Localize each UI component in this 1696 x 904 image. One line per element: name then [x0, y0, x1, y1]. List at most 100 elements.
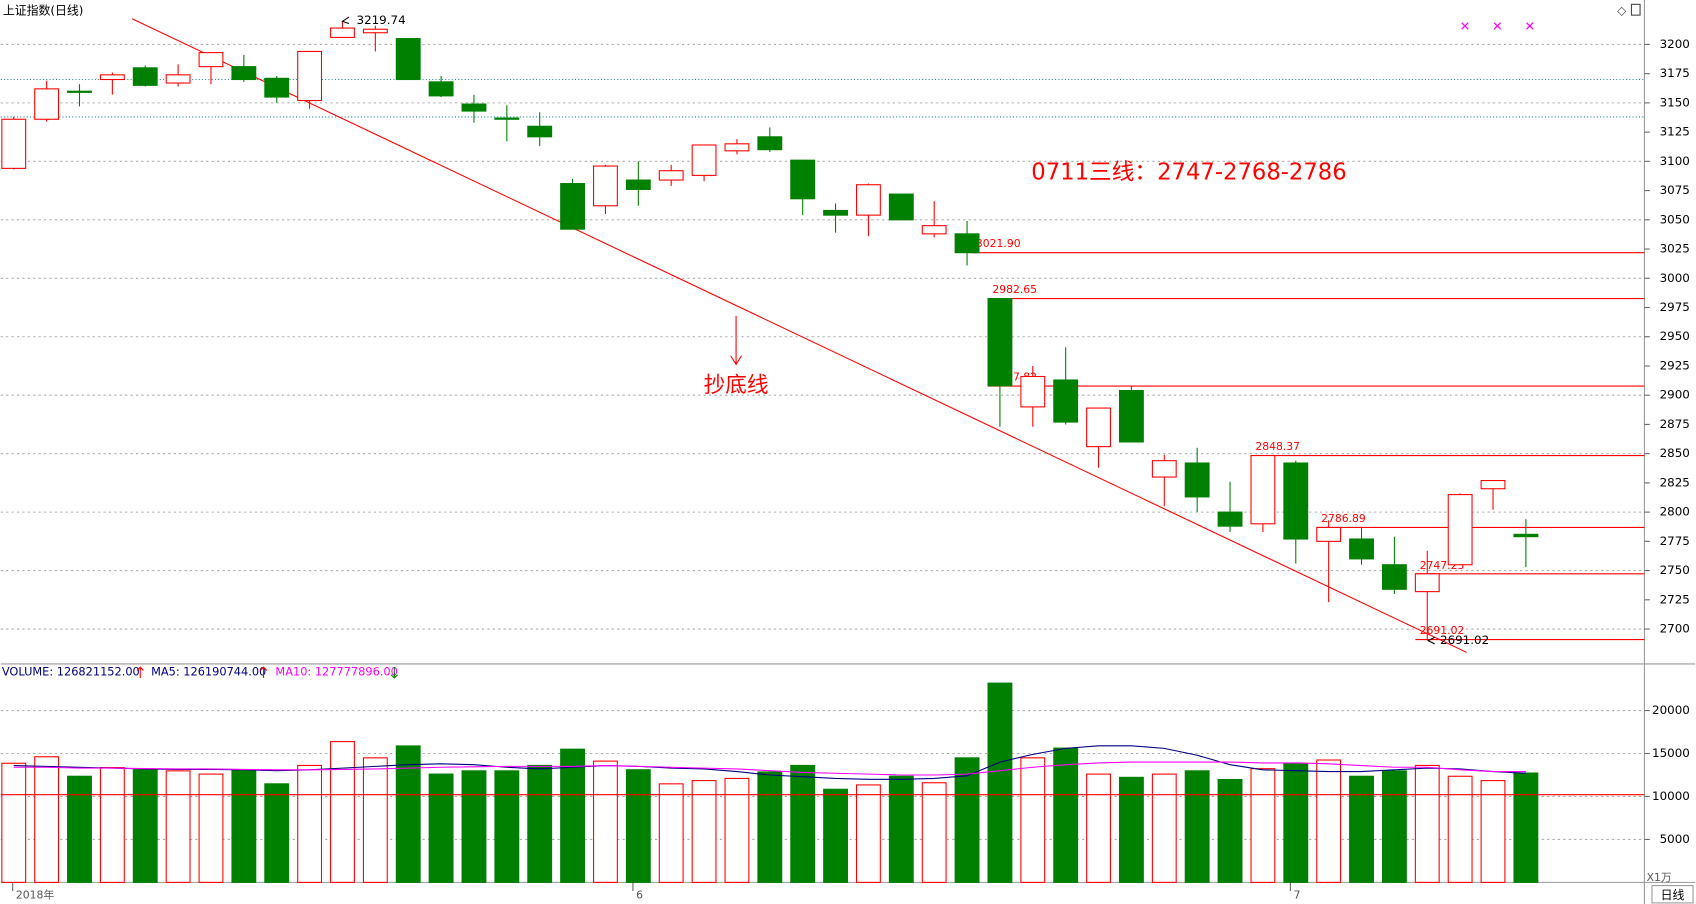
candle-body [1250, 455, 1276, 525]
volume-bar [1316, 759, 1342, 883]
volume-bar [1414, 764, 1440, 883]
volume-bar [362, 757, 388, 883]
volume-bar [527, 764, 553, 883]
x-tick-label: 2018年 [16, 887, 54, 901]
volume-bar [1151, 773, 1177, 883]
marker-arrow [341, 16, 350, 25]
y-tick-label: 2700 [1660, 622, 1690, 636]
candle-body [691, 144, 717, 176]
candle-body [231, 66, 257, 81]
y-tick-label: 2750 [1660, 563, 1690, 577]
volume-bar [954, 757, 980, 883]
candle-body [1349, 538, 1374, 560]
candle-body [790, 159, 816, 200]
y-tick-label: 10000 [1652, 789, 1690, 803]
candle-body [724, 143, 750, 152]
volume-bar [34, 756, 60, 883]
candle-body [856, 184, 881, 216]
candle-body [1513, 533, 1539, 538]
icon[interactable] [1630, 3, 1641, 16]
candle-body [362, 28, 388, 34]
volume-bar [691, 780, 717, 883]
volume-bar [297, 764, 323, 883]
y-tick-label: 20000 [1652, 703, 1690, 717]
volume-bar [790, 764, 816, 883]
candle-body [198, 52, 224, 68]
volume-bar [461, 770, 487, 883]
candle-body [99, 74, 125, 81]
candle-body [987, 298, 1013, 387]
volume-bar [1, 762, 27, 883]
level-label: 2691.02 [1420, 624, 1465, 637]
icon[interactable]: ◇ [1617, 3, 1627, 17]
y-tick-label: 3050 [1660, 212, 1690, 226]
candle-body [593, 165, 618, 207]
legend-arrow [390, 667, 399, 679]
volume-bar [724, 777, 750, 883]
candle-body [560, 183, 586, 230]
y-tick-label: 3075 [1660, 183, 1690, 197]
volume-bar [1020, 757, 1046, 883]
candle-body [264, 77, 290, 98]
legend-label: VOLUME: 126821152.00 [2, 665, 140, 679]
volume-bar [1513, 772, 1539, 883]
volume-bar [99, 767, 125, 883]
candle-body [921, 225, 947, 235]
unit-label: X1万 [1647, 871, 1672, 884]
marker-arrow [1426, 636, 1435, 645]
markers [1461, 22, 1534, 30]
chart-title: 上证指数(日线) [3, 3, 84, 17]
period-tab[interactable] [1651, 885, 1694, 904]
candle-body [757, 136, 783, 151]
volume-bar [165, 770, 191, 883]
y-tick-label: 2800 [1660, 505, 1690, 519]
level-label: 2786.89 [1321, 512, 1366, 525]
high-marker-label: 3219.74 [357, 13, 406, 27]
candle-body [658, 170, 684, 181]
y-tick-label: 3175 [1660, 66, 1690, 80]
candle-body [330, 27, 355, 38]
y-tick-label: 2950 [1660, 329, 1690, 343]
y-tick-label: 2875 [1660, 417, 1690, 431]
y-tick-label: 2975 [1660, 300, 1690, 314]
volume-bar [198, 773, 224, 883]
y-tick-label: 3000 [1660, 271, 1690, 285]
candle-body [1118, 389, 1144, 443]
volume-bar [330, 741, 355, 883]
y-tick-label: 3025 [1660, 242, 1690, 256]
volume-bar [1086, 773, 1111, 883]
candle-body [1316, 526, 1342, 542]
volume-bar [1349, 775, 1374, 883]
candle-body [1, 118, 27, 169]
annotation: 抄底线 [704, 373, 769, 398]
candle-body [395, 38, 421, 81]
volume-bar [1283, 762, 1309, 883]
candle-body [67, 90, 92, 93]
candle-body [1217, 511, 1243, 527]
candle-body [823, 209, 849, 216]
volume-bar [264, 783, 290, 883]
x-tick-label: 6 [636, 888, 643, 901]
candle-body [527, 125, 553, 138]
volume-bar [395, 745, 421, 883]
volume-bar [1184, 770, 1210, 883]
candle-body [297, 50, 323, 102]
volume-bar [428, 773, 454, 883]
candle-body [132, 67, 158, 86]
volume-bar [658, 783, 684, 883]
volume-bar [921, 782, 947, 883]
candle-body [888, 193, 914, 221]
legend-label: MA5: 126190744.00 [151, 665, 266, 679]
volume-bar [494, 770, 520, 883]
level-label: 2982.65 [992, 283, 1037, 296]
candle-body [1381, 564, 1407, 590]
y-tick-label: 2825 [1660, 475, 1690, 489]
y-tick-label: 2725 [1660, 592, 1690, 606]
volume-bar [1118, 776, 1144, 883]
candle-body [1283, 462, 1309, 540]
candle-body [494, 117, 520, 120]
candle-body [165, 74, 191, 84]
y-tick-label: 2925 [1660, 358, 1690, 372]
level-label: 3021.90 [976, 237, 1021, 250]
